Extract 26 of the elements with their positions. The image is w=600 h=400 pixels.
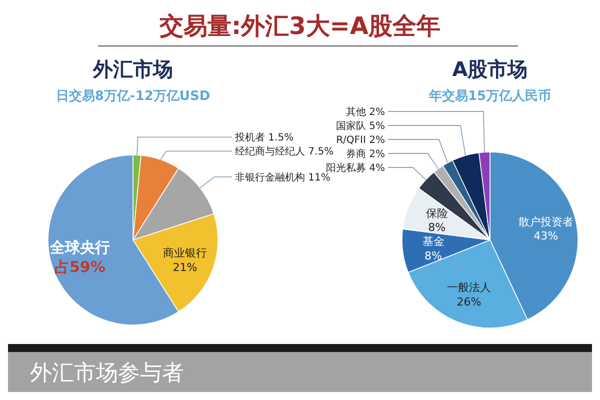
slice-label: 经纪商与经纪人 7.5% xyxy=(235,146,334,158)
slice-label: 全球央行 xyxy=(48,238,110,256)
data-label: 21% xyxy=(172,260,198,274)
slice-label: 一般法人 xyxy=(446,280,491,294)
slice-label: 阳光私募 4% xyxy=(326,162,385,174)
slice-label: 其他 2% xyxy=(346,106,385,118)
chart-subtitle: 日交易8万亿-12万亿USD xyxy=(56,88,210,104)
chart-title: A股市场 xyxy=(452,57,528,81)
data-label: 8% xyxy=(428,221,446,234)
slice-label: 券商 2% xyxy=(346,148,385,160)
data-label: 占59% xyxy=(54,258,106,276)
slice-label: R/QFII 2% xyxy=(336,134,385,146)
text: 外汇市场参与者 xyxy=(30,361,184,386)
slice-label: 国家队 5% xyxy=(336,120,385,132)
chart-title: 外汇市场 xyxy=(92,57,173,81)
slice-label: 商业银行 xyxy=(162,246,207,260)
slice-label: 基金 xyxy=(422,234,444,248)
data-label: 8% xyxy=(424,249,442,262)
slice-label: 投机者 1.5% xyxy=(234,132,294,144)
data-label: 43% xyxy=(534,230,558,243)
text: 交易量:外汇3大=A股全年 xyxy=(158,12,440,40)
slice-label: 保险 xyxy=(426,206,448,220)
chart-subtitle: 年交易15万亿人民币 xyxy=(428,88,552,104)
data-label: 26% xyxy=(456,295,482,308)
slice-label: 非银行金融机构 11% xyxy=(235,171,330,184)
slice-label: 散户投资者 xyxy=(518,215,574,228)
